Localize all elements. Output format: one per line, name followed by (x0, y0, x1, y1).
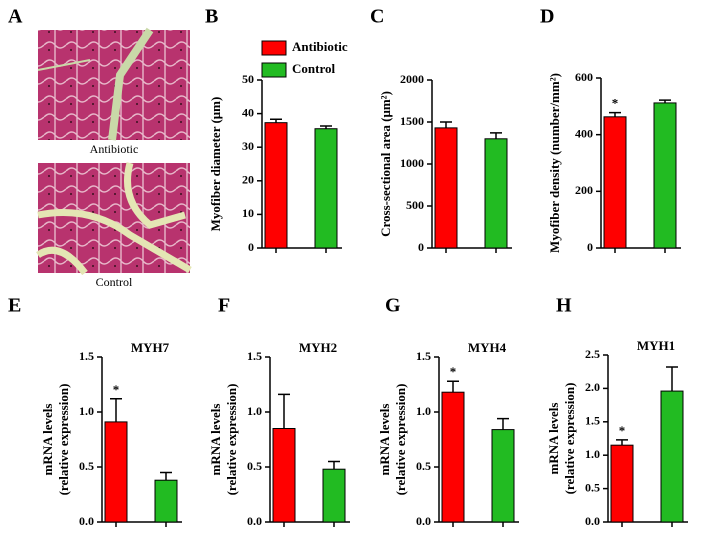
error-bar (659, 99, 671, 103)
y-tick-label: 40 (242, 105, 254, 119)
y-tick-label: 1.5 (585, 414, 600, 428)
y-tick-label: 30 (242, 139, 254, 153)
y-tick-label: 1500 (400, 114, 424, 128)
error-bar (447, 380, 459, 393)
bar (484, 138, 508, 249)
error-bar (440, 121, 452, 128)
chart-title: MYH1 (637, 338, 675, 353)
y-tick-label: 1.0 (585, 447, 600, 461)
image-caption: Control (96, 275, 133, 289)
error-bar (278, 393, 290, 429)
significance-mark: * (113, 382, 120, 397)
significance-mark: * (612, 96, 619, 111)
error-bar (110, 398, 122, 422)
error-bar (497, 417, 509, 430)
y-tick-label: 0 (418, 240, 424, 254)
y-axis-label: mRNA levels (377, 404, 392, 476)
legend-swatch (261, 62, 287, 78)
y-tick-label: 1.5 (416, 349, 431, 363)
y-axis-label: (relative expression) (393, 384, 408, 496)
y-axis-label: Cross-sectional area (μm²) (378, 91, 393, 237)
panel-letter: G (385, 295, 401, 317)
legend-swatch (261, 40, 287, 56)
bar (660, 390, 684, 523)
y-tick-label: 1000 (400, 156, 424, 170)
panel-letter: A (8, 6, 23, 28)
error-bar (270, 118, 282, 123)
y-tick-label: 0.0 (416, 514, 431, 528)
y-tick-label: 500 (406, 198, 424, 212)
y-axis-label: (relative expression) (562, 383, 577, 495)
panel-letter: H (556, 295, 572, 317)
y-tick-label: 2000 (400, 72, 424, 86)
bar (491, 429, 515, 523)
y-axis-label: mRNA levels (40, 404, 55, 476)
bar (322, 468, 346, 523)
y-tick-label: 1.0 (247, 404, 262, 418)
y-tick-label: 1.5 (79, 349, 94, 363)
y-tick-label: 1.5 (247, 349, 262, 363)
error-bar (609, 111, 621, 117)
bar (154, 479, 178, 523)
y-tick-label: 1.0 (416, 404, 431, 418)
y-tick-label: 0 (587, 240, 593, 254)
y-axis-label: (relative expression) (224, 384, 239, 496)
y-tick-label: 2.5 (585, 347, 600, 361)
y-tick-label: 0.0 (247, 514, 262, 528)
error-bar (490, 132, 502, 139)
y-axis-label: Myofiber density (number/mm²) (547, 73, 562, 253)
error-bar (328, 460, 340, 470)
y-tick-label: 400 (575, 126, 593, 140)
y-tick-label: 0.5 (79, 459, 94, 473)
bar (653, 102, 677, 249)
chart-title: MYH2 (299, 340, 337, 355)
chart-title: MYH7 (131, 340, 170, 355)
y-tick-label: 0.5 (416, 459, 431, 473)
y-tick-label: 600 (575, 70, 593, 84)
y-tick-label: 0.5 (247, 459, 262, 473)
error-bar (666, 366, 678, 392)
significance-mark: * (450, 364, 457, 379)
y-tick-label: 0.0 (79, 514, 94, 528)
y-tick-label: 10 (242, 206, 254, 220)
y-tick-label: 0.5 (585, 480, 600, 494)
panel-letter: B (205, 6, 218, 28)
legend-label: Control (292, 61, 335, 76)
histology-image (37, 27, 190, 141)
bar (264, 122, 288, 249)
image-caption: Antibiotic (90, 142, 139, 156)
bar (603, 116, 627, 249)
error-bar (616, 439, 628, 446)
y-axis-label: mRNA levels (208, 404, 223, 476)
y-tick-label: 50 (242, 72, 254, 86)
bar (434, 127, 458, 249)
bar (441, 391, 465, 523)
y-tick-label: 200 (575, 183, 593, 197)
bar (272, 428, 296, 523)
bar (104, 421, 128, 523)
y-axis-label: Myofiber diameter (μm) (208, 97, 223, 232)
error-bar (320, 125, 332, 129)
panel-letter: C (370, 6, 384, 28)
significance-mark: * (619, 423, 626, 438)
y-axis-label: (relative expression) (56, 384, 71, 496)
bar (610, 444, 634, 523)
histology-image (36, 162, 192, 276)
chart-title: MYH4 (468, 340, 507, 355)
panel-letter: E (8, 295, 21, 317)
panel-letter: D (540, 6, 554, 28)
error-bar (160, 471, 172, 481)
y-tick-label: 2.0 (585, 380, 600, 394)
panel-letter: F (218, 295, 230, 317)
bar (314, 128, 338, 249)
y-tick-label: 0 (248, 240, 254, 254)
y-tick-label: 1.0 (79, 404, 94, 418)
y-tick-label: 20 (242, 173, 254, 187)
y-tick-label: 0.0 (585, 514, 600, 528)
legend-label: Antibiotic (292, 39, 348, 54)
y-axis-label: mRNA levels (546, 403, 561, 475)
